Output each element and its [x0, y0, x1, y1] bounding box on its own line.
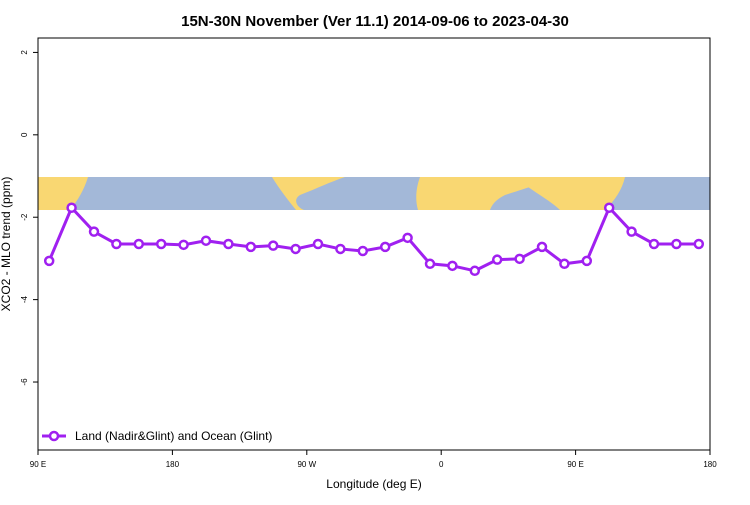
point: [200, 235, 212, 246]
point: [693, 238, 705, 250]
point: [155, 238, 167, 250]
point: [559, 258, 570, 270]
point: [133, 238, 145, 250]
plot-frame: [37, 37, 711, 451]
point: [603, 202, 615, 213]
point: [491, 254, 503, 265]
point: [223, 238, 234, 250]
y-tick-label: -2: [20, 213, 29, 221]
x-axis-label: Longitude (deg E): [326, 477, 421, 491]
x-tick-label: 90 E: [567, 460, 583, 469]
series-line: [47, 205, 699, 273]
x-tick-label: 90 W: [297, 460, 316, 469]
point: [43, 255, 55, 267]
point: [66, 202, 77, 213]
point: [424, 258, 436, 270]
point: [648, 238, 660, 250]
point: [88, 226, 100, 237]
x-tick-label: 90 E: [30, 460, 46, 469]
point: [335, 243, 346, 255]
y-axis-label: XCO2 - MLO trend (ppm): [0, 177, 13, 312]
point: [312, 238, 324, 250]
point: [581, 255, 593, 267]
point: [111, 238, 122, 250]
y-tick-label: -6: [20, 378, 29, 386]
chart-title: 15N-30N November (Ver 11.1) 2014-09-06 t…: [181, 13, 569, 30]
y-tick-label: 2: [20, 50, 29, 55]
map-strip: [38, 177, 710, 210]
legend: Land (Nadir&Glint) and Ocean (Glint): [42, 429, 272, 443]
point: [671, 238, 682, 250]
point: [514, 253, 525, 265]
point: [447, 260, 458, 272]
x-tick-label: 180: [166, 460, 180, 469]
y-tick-label: -4: [20, 296, 29, 304]
legend-label: Land (Nadir&Glint) and Ocean (Glint): [75, 429, 272, 443]
x-tick-label: 180: [703, 460, 717, 469]
x-tick-label: 0: [439, 460, 444, 469]
point: [178, 239, 189, 251]
legend-marker: [48, 430, 60, 442]
y-tick-label: 0: [20, 132, 29, 137]
point: [245, 241, 257, 253]
point: [379, 241, 391, 253]
point: [402, 232, 413, 244]
point: [469, 265, 481, 277]
point: [357, 245, 369, 257]
point: [290, 243, 301, 255]
point: [536, 241, 548, 253]
point: [267, 240, 279, 251]
point: [626, 226, 637, 237]
